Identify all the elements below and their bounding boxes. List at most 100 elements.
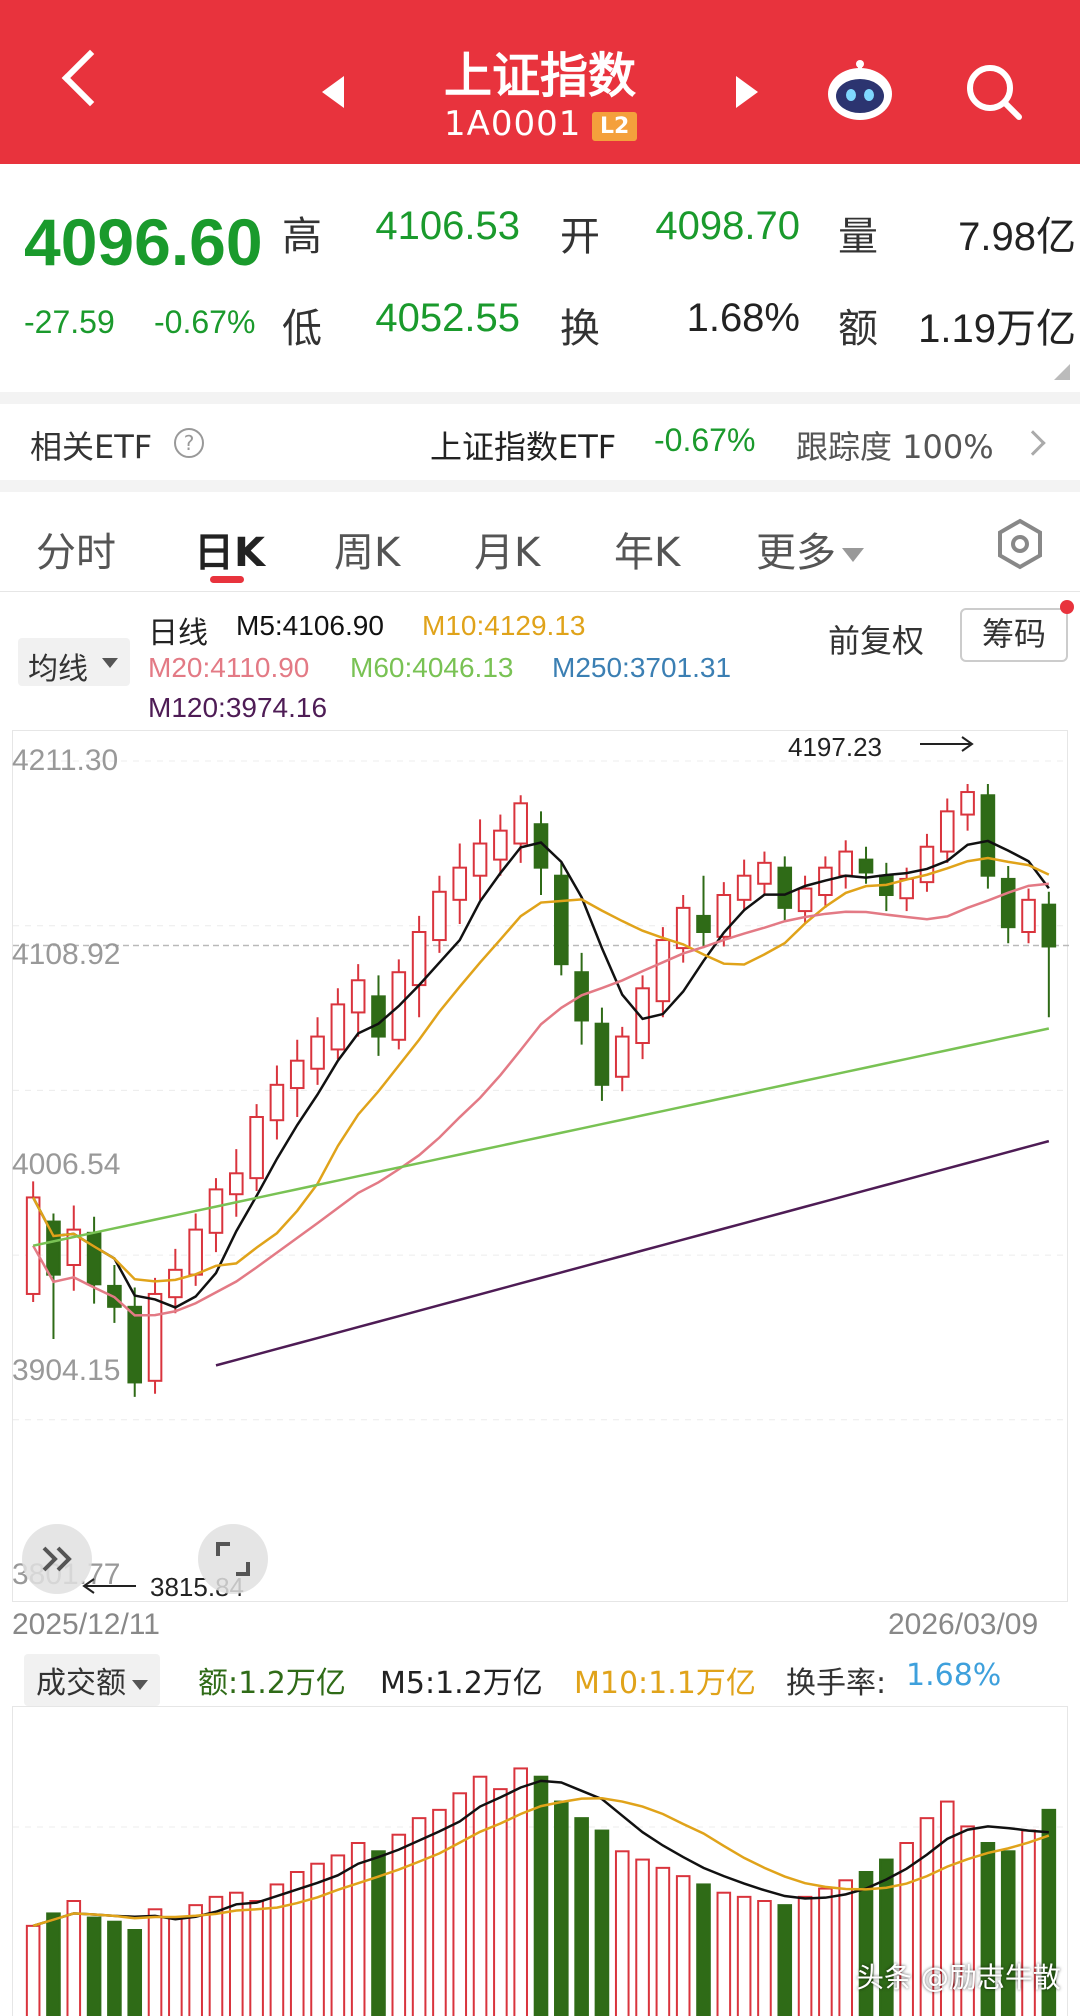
volume-bar	[350, 1842, 366, 2016]
search-icon[interactable]	[964, 62, 1024, 122]
candle-body	[675, 906, 691, 950]
volume-bar	[818, 1887, 833, 2016]
candle-body	[371, 995, 386, 1038]
tab-monthly-k[interactable]: 月K	[474, 530, 541, 576]
divider	[0, 480, 1080, 492]
volume-bar	[879, 1858, 894, 2016]
candle-body	[757, 861, 772, 885]
prev-icon[interactable]	[322, 76, 344, 108]
candle-body	[249, 1115, 264, 1180]
arrow-left-icon	[82, 1578, 136, 1594]
candle-body	[858, 858, 874, 874]
volume-bar	[208, 1895, 224, 2016]
app-header: 上证指数 1A0001 L2	[0, 0, 1080, 164]
robot-icon[interactable]	[824, 58, 896, 122]
chips-button[interactable]: 筹码	[960, 608, 1068, 662]
notification-dot	[1060, 600, 1074, 614]
volume-bar	[797, 1895, 813, 2016]
kline-chart[interactable]	[12, 730, 1069, 1602]
arrow-right-icon	[920, 736, 974, 752]
related-etf-row[interactable]: 相关ETF ? 上证指数ETF -0.67% 跟踪度 100%	[0, 404, 1080, 480]
volume-bar	[838, 1879, 854, 2016]
y-tick-label: 4006.54	[12, 1148, 121, 1181]
volume-chart[interactable]	[12, 1706, 1069, 2016]
watermark: 头条 @励志牛散	[856, 1961, 1061, 1994]
candle-body	[147, 1292, 163, 1382]
open-label: 开	[560, 214, 600, 260]
volume-bar	[919, 1817, 935, 2016]
expand-corner-icon[interactable]	[1054, 364, 1070, 380]
turnover-rate-value: 1.68%	[906, 1658, 1002, 1693]
etf-pct: -0.67%	[654, 422, 756, 458]
volume-bar	[46, 1912, 61, 2016]
volume-bar	[554, 1800, 569, 2016]
volume-selector[interactable]: 成交额	[24, 1654, 160, 1706]
tab-yearly-k[interactable]: 年K	[614, 530, 681, 576]
chevron-down-icon	[842, 548, 864, 562]
volume-value: 7.98亿	[958, 215, 1076, 259]
volume-bar	[736, 1895, 752, 2016]
active-tab-indicator	[210, 576, 244, 583]
candle-body	[533, 823, 549, 869]
volume-bar	[574, 1817, 589, 2016]
volume-bar	[493, 1788, 508, 2016]
candle-body	[289, 1059, 305, 1090]
volume-bar	[391, 1833, 407, 2016]
ma-selector-label: 均线	[28, 652, 88, 687]
candle-body	[411, 931, 427, 987]
ma-selector[interactable]: 均线	[18, 638, 130, 687]
candle-body	[939, 810, 955, 853]
tab-more[interactable]: 更多	[756, 520, 864, 578]
volume-bar	[371, 1850, 386, 2016]
candle-body	[513, 802, 528, 845]
volume-bar	[533, 1775, 549, 2016]
amount-label: 额	[838, 306, 878, 352]
low-label: 低	[282, 306, 322, 352]
tab-intraday[interactable]: 分时	[36, 530, 116, 576]
candle-body	[696, 914, 711, 934]
volume-bar	[249, 1900, 264, 2016]
tab-daily-k[interactable]: 日K	[194, 530, 265, 576]
candle-body	[797, 887, 813, 913]
low-value: 4052.55	[375, 296, 520, 340]
candle-body	[86, 1231, 102, 1286]
volume-amount: 额:1.2万亿	[198, 1666, 346, 1701]
expand-sidebar-button[interactable]	[22, 1524, 92, 1594]
fullscreen-button[interactable]	[198, 1524, 268, 1594]
etf-name: 上证指数ETF	[430, 428, 617, 466]
page-title: 上证指数	[443, 48, 636, 104]
settings-hexagon-icon[interactable]	[994, 518, 1046, 570]
chevron-right-icon[interactable]	[1020, 430, 1046, 456]
candle-body	[1000, 877, 1016, 929]
volume-bar	[899, 1842, 914, 2016]
quote-panel: 4096.60 -27.59 -0.67% 高 4106.53 开 4098.7…	[0, 164, 1080, 392]
ma-m5: M5:4106.90	[236, 610, 384, 641]
y-tick-label: 4211.30	[12, 744, 119, 777]
y-tick-label: 4108.92	[12, 938, 121, 971]
volume-bar	[269, 1883, 285, 2016]
high-label: 高	[282, 214, 322, 260]
volume-bar	[86, 1916, 102, 2016]
kline-svg	[13, 760, 1069, 1421]
volume-bar	[289, 1871, 305, 2016]
ma5-line	[32, 839, 1050, 1309]
volume-bar	[66, 1900, 82, 2016]
candle-body	[736, 874, 752, 901]
adjust-mode[interactable]: 前复权	[828, 622, 925, 660]
help-icon[interactable]: ?	[174, 428, 204, 458]
l2-badge: L2	[592, 112, 638, 141]
volume-bar	[127, 1929, 143, 2016]
next-icon[interactable]	[736, 76, 758, 108]
ma120-line	[215, 1139, 1050, 1367]
candle-body	[838, 850, 854, 877]
period-label: 日线	[148, 617, 208, 650]
volume-bar	[858, 1871, 874, 2016]
volume-bar	[614, 1850, 630, 2016]
candle-body	[960, 791, 975, 816]
volume-bar	[980, 1842, 996, 2016]
current-price: 4096.60	[24, 205, 263, 279]
volume-bar	[757, 1900, 772, 2016]
tab-weekly-k[interactable]: 周K	[334, 530, 401, 576]
candle-body	[1021, 898, 1036, 934]
ma-m250: M250:3701.31	[552, 652, 732, 683]
